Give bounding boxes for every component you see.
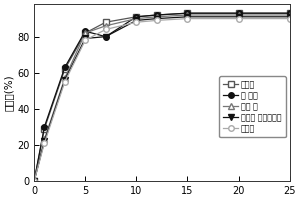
自 来水 [32, 180, 36, 182]
地下水 [134, 21, 138, 23]
地表 水 [288, 14, 291, 16]
自 来水 [43, 126, 46, 128]
Line: 污水厂 二沉池出水: 污水厂 二沉池出水 [32, 14, 292, 184]
自 来水 [104, 35, 107, 38]
污水厂 二沉池出水 [237, 16, 240, 18]
地下水 [155, 19, 159, 22]
自 来水 [83, 30, 87, 32]
地下水 [43, 142, 46, 144]
地下水 [83, 39, 87, 41]
自 来水 [155, 14, 159, 16]
地下水 [63, 81, 67, 83]
地表 水 [155, 16, 159, 18]
地表 水 [63, 77, 67, 79]
蒸馏水 [155, 14, 159, 16]
蒸馏水 [104, 21, 107, 23]
地表 水 [32, 180, 36, 182]
蒸馏水 [134, 16, 138, 18]
污水厂 二沉池出水 [104, 35, 107, 38]
污水厂 二沉池出水 [43, 140, 46, 142]
Line: 自 来水: 自 来水 [32, 10, 292, 184]
蒸馏水 [63, 68, 67, 70]
蒸馏水 [237, 12, 240, 14]
Y-axis label: 去除率(%): 去除率(%) [4, 74, 14, 111]
蒸馏水 [186, 12, 189, 14]
自 来水 [186, 12, 189, 14]
地下水 [186, 17, 189, 20]
蒸馏水 [32, 180, 36, 182]
地表 水 [237, 14, 240, 16]
污水厂 二沉池出水 [155, 17, 159, 20]
污水厂 二沉池出水 [83, 37, 87, 40]
Line: 地表 水: 地表 水 [32, 12, 292, 184]
自 来水 [63, 66, 67, 69]
地下水 [104, 28, 107, 31]
地表 水 [186, 14, 189, 16]
地表 水 [104, 25, 107, 27]
蒸馏水 [83, 32, 87, 34]
地表 水 [43, 138, 46, 141]
地下水 [32, 180, 36, 182]
污水厂 二沉池出水 [134, 19, 138, 22]
自 来水 [237, 12, 240, 14]
自 来水 [134, 16, 138, 18]
地表 水 [83, 32, 87, 34]
蒸馏水 [43, 127, 46, 130]
污水厂 二沉池出水 [32, 180, 36, 182]
污水厂 二沉池出水 [288, 16, 291, 18]
Line: 地下水: 地下水 [32, 16, 292, 184]
地下水 [288, 17, 291, 20]
Legend: 蒸馏水, 自 来水, 地表 水, 污水厂 二沉池出水, 地下水: 蒸馏水, 自 来水, 地表 水, 污水厂 二沉池出水, 地下水 [219, 76, 286, 137]
地表 水 [134, 17, 138, 20]
地下水 [237, 17, 240, 20]
自 来水 [288, 12, 291, 14]
污水厂 二沉池出水 [186, 16, 189, 18]
污水厂 二沉池出水 [63, 79, 67, 81]
Line: 蒸馏水: 蒸馏水 [32, 10, 292, 184]
蒸馏水 [288, 12, 291, 14]
